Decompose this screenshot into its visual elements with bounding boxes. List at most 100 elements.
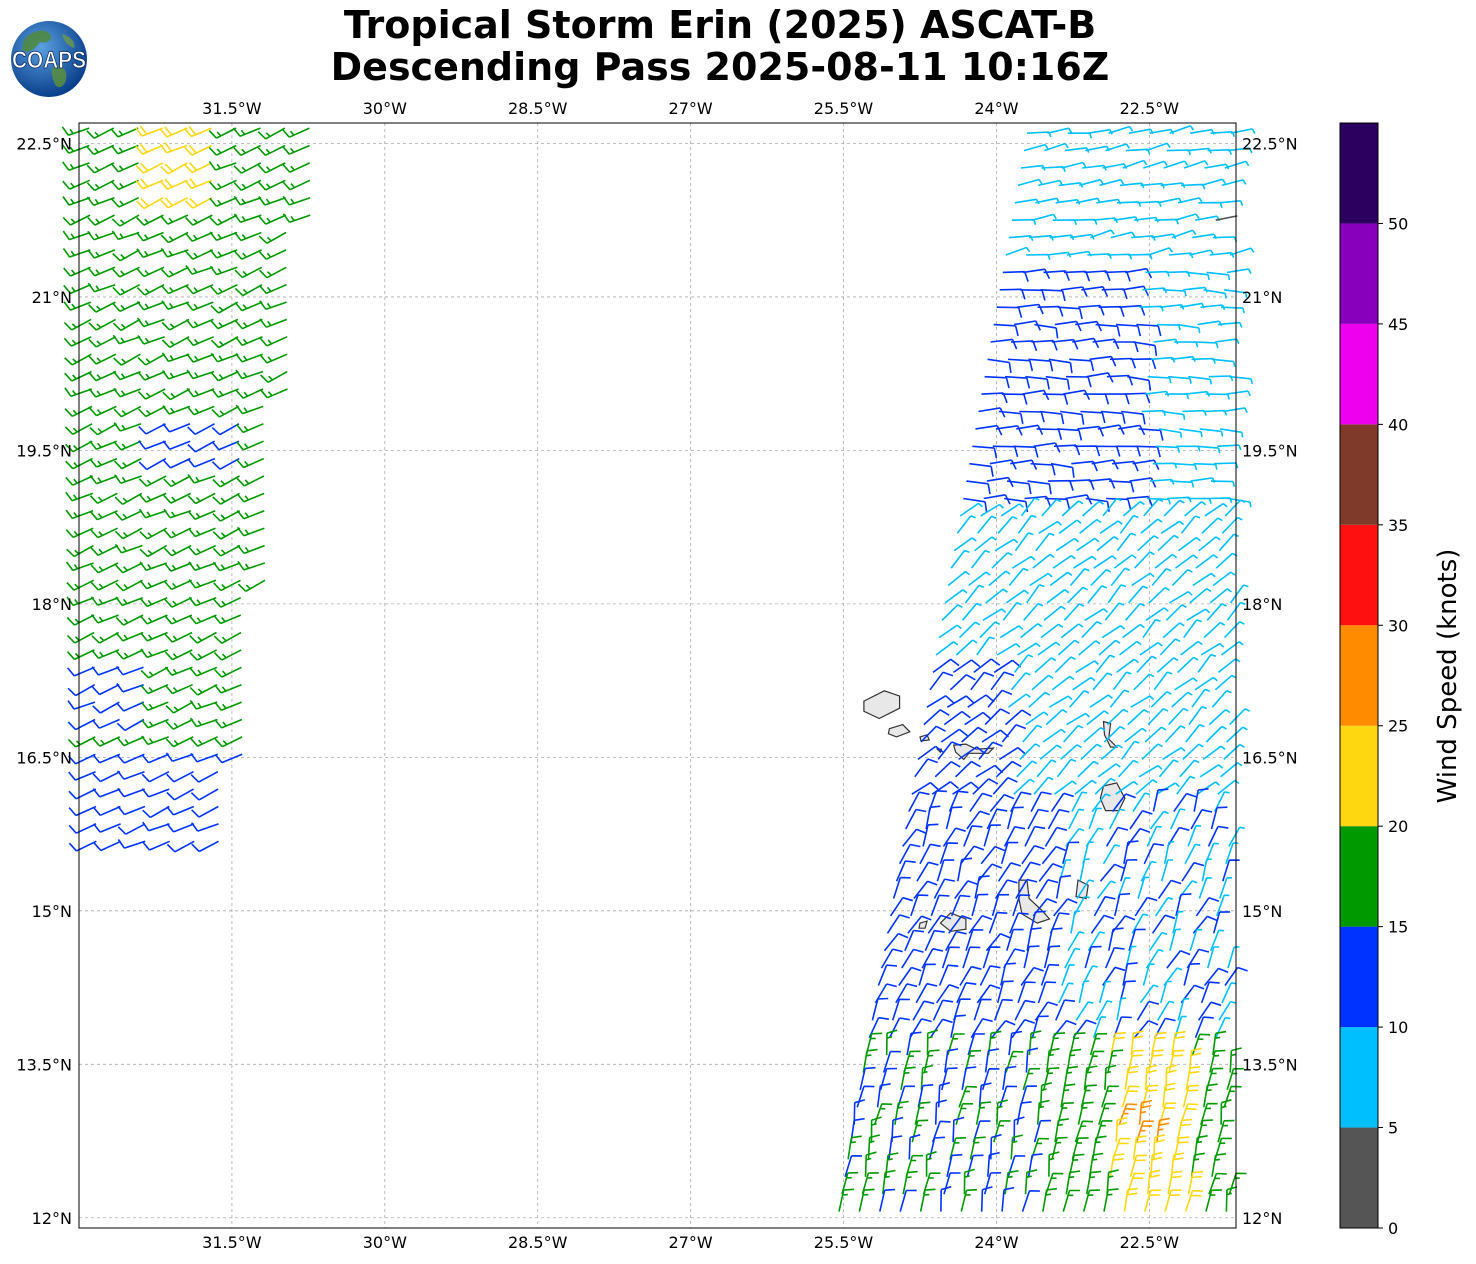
wind-barb — [862, 1048, 878, 1073]
colorbar-tick-label: 20 — [1388, 817, 1408, 836]
wind-barb — [91, 649, 120, 660]
lat-label-right: 16.5°N — [1242, 748, 1298, 767]
wind-barb — [1087, 585, 1108, 604]
wind-barb — [900, 1066, 916, 1091]
colorbar-tick-label: 25 — [1388, 717, 1408, 736]
wind-barb — [190, 822, 219, 832]
wind-barb — [1113, 341, 1139, 353]
wind-barb — [117, 805, 146, 816]
wind-barb — [950, 1014, 966, 1038]
wind-barb — [138, 508, 167, 519]
wind-barb — [955, 1102, 974, 1125]
wind-barb — [1197, 653, 1217, 673]
wind-barb — [952, 1116, 965, 1143]
wind-barb — [1169, 125, 1195, 134]
wind-barb — [1037, 641, 1061, 656]
wind-barb — [914, 758, 938, 778]
lon-label-top: 31.5°W — [202, 99, 262, 118]
wind-barb — [911, 781, 939, 795]
wind-barb — [1176, 1118, 1193, 1143]
wind-barb — [189, 631, 217, 644]
wind-barb — [141, 753, 170, 764]
wind-barb — [234, 284, 263, 297]
wind-barb — [93, 840, 122, 852]
wind-barb — [1062, 389, 1091, 401]
island-outline — [918, 920, 928, 929]
wind-barb — [237, 579, 266, 592]
wind-barb — [1108, 808, 1125, 830]
wind-barb — [902, 1170, 918, 1195]
wind-barb — [162, 423, 191, 433]
wind-barb — [882, 1050, 901, 1073]
wind-barb — [235, 353, 263, 363]
wind-barb — [1054, 656, 1076, 673]
wind-barb — [1133, 341, 1158, 357]
wind-barb — [257, 162, 286, 174]
wind-barb — [209, 214, 238, 226]
wind-barb — [876, 1083, 891, 1108]
wind-barb — [165, 752, 194, 763]
wind-barb — [190, 736, 218, 747]
wind-barb — [185, 301, 214, 311]
wind-barb — [1017, 514, 1037, 534]
wind-barb — [86, 196, 115, 207]
wind-barb — [186, 336, 214, 347]
wind-barb — [1049, 571, 1073, 587]
wind-barb — [935, 984, 960, 1004]
lon-label-top: 25.5°W — [814, 99, 874, 118]
wind-barb — [113, 405, 142, 418]
wind-barb — [1164, 725, 1186, 743]
wind-barb — [1158, 428, 1183, 438]
wind-barb — [915, 982, 938, 1004]
wind-barb — [112, 334, 141, 345]
wind-barb — [165, 701, 194, 714]
wind-barb — [211, 457, 240, 470]
wind-barb — [1151, 914, 1176, 934]
wind-barb — [879, 1067, 898, 1091]
wind-barb — [1211, 689, 1232, 708]
wind-barb — [1167, 826, 1190, 847]
wind-barb — [1052, 554, 1076, 569]
wind-barb — [986, 808, 1008, 830]
wind-barb — [161, 336, 190, 349]
wind-barb — [838, 1188, 855, 1212]
wind-barb — [1211, 358, 1236, 367]
wind-barb — [258, 196, 286, 206]
wind-barb — [1042, 1067, 1060, 1091]
wind-barb — [1021, 844, 1045, 865]
wind-barb — [1086, 1050, 1105, 1073]
wind-barb — [64, 423, 93, 436]
wind-barb — [88, 336, 117, 348]
wind-barb — [1208, 1172, 1227, 1195]
wind-barb — [967, 1033, 985, 1056]
wind-barb — [166, 840, 195, 853]
wind-barb — [980, 845, 1005, 865]
wind-barb — [257, 144, 286, 157]
wind-barb — [1110, 231, 1136, 239]
wind-barb — [1030, 791, 1052, 812]
wind-barb — [870, 1116, 882, 1143]
wind-barb — [995, 425, 1023, 436]
wind-barb — [1016, 1101, 1032, 1125]
colorbar-bin — [1340, 323, 1378, 425]
wind-barb — [992, 445, 1019, 458]
wind-barb — [1071, 791, 1088, 812]
wind-barb — [1148, 931, 1168, 952]
wind-barb — [1146, 825, 1162, 847]
wind-barb — [1075, 1001, 1094, 1021]
wind-barb — [908, 791, 930, 812]
wind-barb — [1207, 825, 1229, 847]
wind-barb — [1206, 271, 1231, 281]
wind-barb — [63, 336, 92, 347]
wind-barb — [1122, 962, 1138, 986]
wind-barb — [1016, 424, 1044, 436]
wind-barb — [1055, 537, 1080, 552]
wind-barb — [988, 570, 1011, 587]
wind-barb — [1061, 161, 1087, 169]
wind-barb — [1007, 480, 1032, 495]
wind-barb — [1221, 982, 1237, 1004]
wind-barb — [190, 788, 219, 801]
wind-barb — [1110, 1031, 1126, 1056]
wind-barb — [115, 562, 143, 574]
wind-barb — [984, 708, 1011, 726]
